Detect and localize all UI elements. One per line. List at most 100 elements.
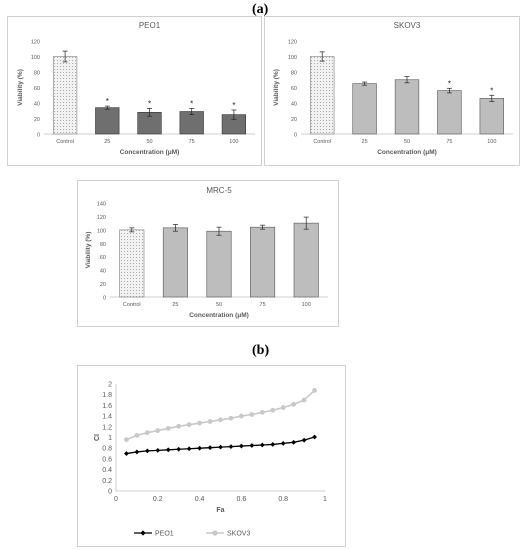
y-tick-label: 40 [100,269,106,275]
data-point [176,423,182,429]
x-tick-label: Control [56,139,74,145]
data-point [155,447,161,453]
data-point [291,439,297,445]
data-point [312,388,317,393]
significance-marker: * [232,101,235,110]
bar [394,79,420,135]
chart-ci: 0 0.2 0.4 0.6 0.8 1 1.2 1.4 1.6 1.8 2 0 0.2 0.4 0.6 0.8… [77,365,346,547]
y-axis-title: Viability (%) [17,69,24,106]
x-tick-label: 75 [189,139,195,145]
data-point [144,430,150,436]
bar [250,226,276,298]
data-point [124,437,129,443]
data-point [259,442,265,448]
data-point [249,412,255,417]
x-tick-label: 100 [229,139,238,145]
x-tick-label: Control [313,139,331,145]
x-tick-label: 75 [446,139,452,145]
data-point [239,413,244,419]
bar [352,83,377,135]
y-axis-title: Viability (%) [85,232,92,269]
x-tick-label: 100 [487,139,496,145]
data-point [165,426,171,431]
y-tick-label: 20 [100,282,106,288]
chart-peo1: PEO1 0 20 40 60 80 100 120 Control * 25 * 50 * 75 * 100 C… [7,16,262,166]
x-tick-label: 25 [104,139,110,145]
y-tick-label: 0.8 [102,446,112,453]
significance-marker: * [106,97,109,106]
panel-b-label: (b) [252,343,270,358]
y-tick-label: 0 [103,296,106,302]
data-point [280,405,286,410]
y-tick-label: 40 [34,102,40,108]
legend-label: PEO1 [155,531,174,538]
data-point [301,437,307,443]
y-tick-label: 1 [108,435,112,442]
bar [119,229,145,298]
data-point [197,445,202,451]
chart-mrc5: MRC-5 0 20 40 60 80 100 120 140 Control 25 50 75 100 C… [77,180,339,327]
data-point [239,443,244,449]
y-tick-label: 0 [294,133,297,139]
x-tick-label: 0 [114,496,118,503]
x-axis-title: Fa [216,507,224,514]
chart-title: SKOV3 [394,21,421,30]
significance-marker: * [190,99,193,108]
data-point [134,432,140,438]
data-point [228,444,234,449]
x-tick-label: 0.6 [237,496,247,503]
x-axis-title: Concentration (μM) [377,149,437,156]
x-tick-label: 25 [172,302,178,308]
data-point [312,434,317,440]
y-tick-label: 20 [291,117,297,123]
data-point [270,442,276,447]
x-tick-label: 50 [216,302,222,308]
y-tick-label: 100 [288,55,297,61]
y-tick-label: 20 [34,117,40,123]
x-tick-label: 100 [302,302,311,308]
y-tick-label: 1.2 [102,424,112,431]
y-axis-title: CI [94,434,101,441]
y-tick-label: 60 [291,86,297,92]
panel-a-label: (a) [252,2,269,17]
data-point [144,448,150,454]
chart-mrc5-svg: MRC-5 0 20 40 60 80 100 120 140 Control 25 50 75 100 C… [85,186,328,319]
y-tick-label: 0 [37,133,40,139]
data-point [186,422,192,428]
bar [293,222,319,298]
x-tick-label: Control [123,302,141,308]
x-tick-label: 50 [146,139,152,145]
data-point [124,451,129,456]
bar [479,98,504,135]
data-point [270,407,276,413]
y-tick-label: 0.6 [102,456,112,463]
y-tick-label: 0 [108,489,112,496]
data-point [207,419,213,424]
x-tick-label: 50 [404,139,410,145]
data-point [176,446,182,452]
chart-peo1-svg: PEO1 0 20 40 60 80 100 120 Control * 25 * 50 * 75 * 100 C… [17,21,255,156]
y-tick-label: 80 [100,242,106,248]
y-tick-label: 80 [291,71,297,77]
y-tick-label: 120 [288,40,297,46]
data-point [280,440,286,446]
y-tick-label: 1.8 [102,392,112,399]
y-axis-title: Viability (%) [273,69,280,106]
y-tick-label: 0.4 [102,467,112,474]
x-tick-label: 1 [323,496,327,503]
bar [437,90,462,135]
data-point [134,449,140,455]
y-tick-label: 100 [97,228,106,234]
legend-label: SKOV3 [227,531,250,538]
chart-skov3-svg: SKOV3 0 20 40 60 80 100 120 Control 25 50 * 75 * 100 Co… [273,21,513,156]
y-tick-label: 60 [34,86,40,92]
y-tick-label: 120 [31,40,40,46]
data-point [155,428,161,433]
y-tick-label: 0.2 [102,478,112,485]
y-tick-label: 120 [97,215,106,221]
significance-marker: * [490,86,493,95]
data-point [207,445,213,451]
bar [95,107,120,135]
bar [162,227,188,298]
legend-marker [140,530,146,536]
